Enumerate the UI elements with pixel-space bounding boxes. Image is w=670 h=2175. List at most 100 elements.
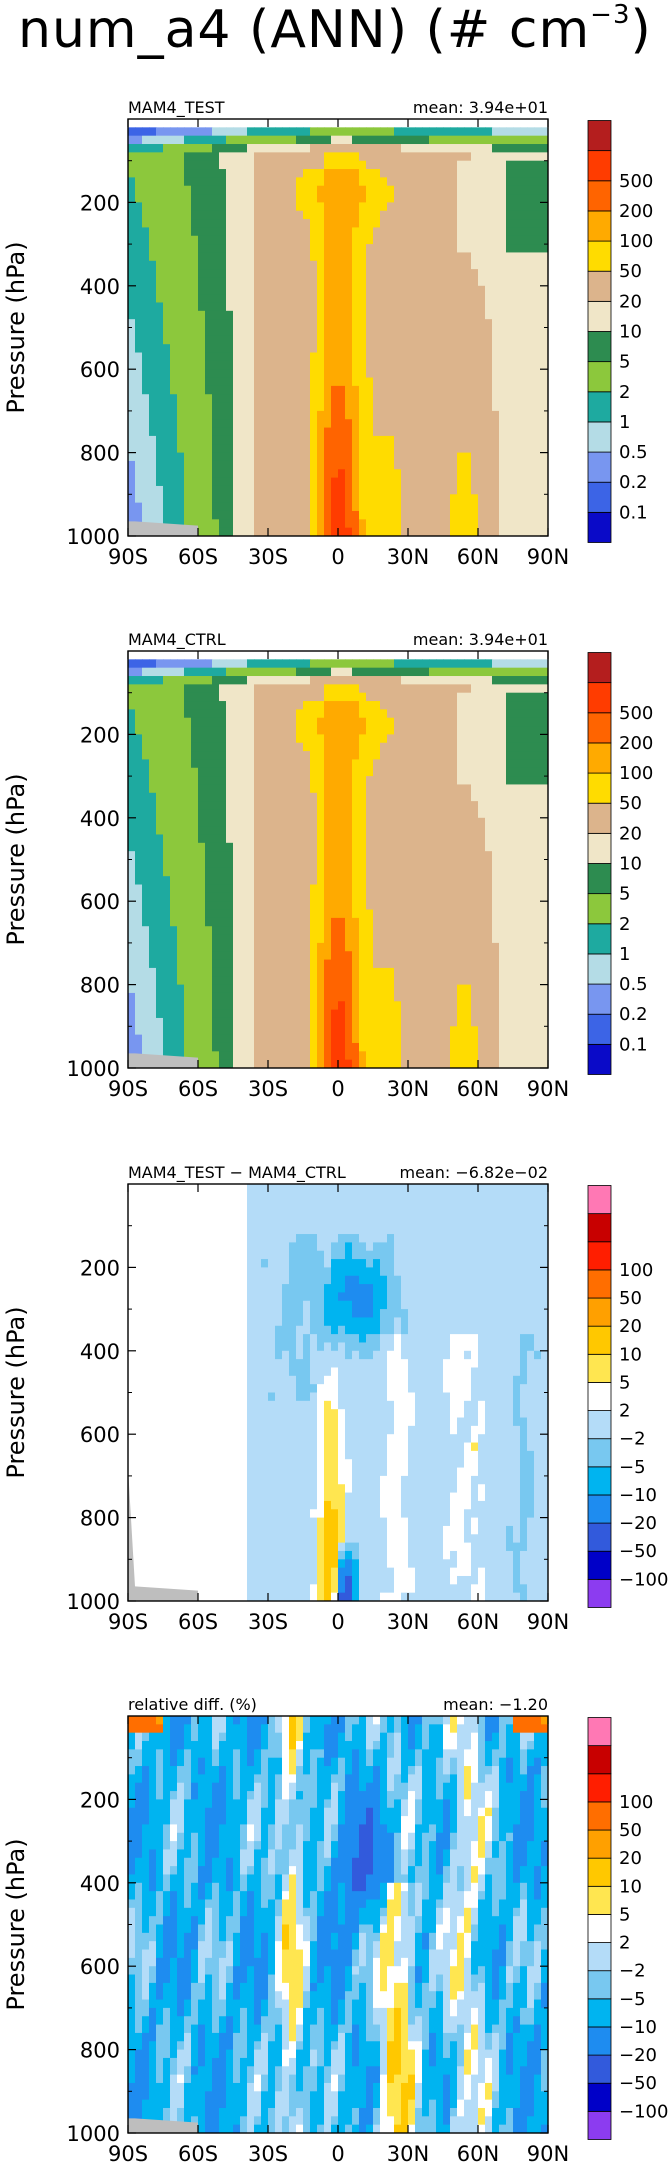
- field-cell: [527, 469, 535, 479]
- field-cell: [366, 976, 374, 986]
- field-cell: [247, 876, 255, 886]
- field-cell: [282, 302, 290, 312]
- field-cell: [373, 892, 381, 902]
- field-cell: [275, 1042, 283, 1052]
- field-cell: [149, 410, 157, 420]
- field-cell: [310, 494, 318, 504]
- field-cell: [415, 385, 423, 395]
- field-cell: [205, 659, 213, 669]
- field-cell: [331, 1026, 339, 1036]
- field-cell: [492, 285, 500, 295]
- field-cell: [345, 851, 353, 861]
- field-cell: [366, 235, 374, 245]
- field-cell: [254, 227, 262, 237]
- field-cell: [170, 734, 178, 744]
- field-cell: [170, 776, 178, 786]
- field-cell: [366, 951, 374, 961]
- field-cell: [331, 202, 339, 212]
- field-cell: [261, 402, 269, 412]
- field-cell: [366, 244, 374, 254]
- field-cell: [429, 169, 437, 178]
- field-cell: [387, 352, 395, 362]
- field-cell: [226, 460, 234, 470]
- field-cell: [170, 951, 178, 961]
- field-cell: [282, 1034, 290, 1044]
- field-cell: [198, 867, 206, 877]
- field-cell: [275, 984, 283, 994]
- field-cell: [128, 194, 136, 203]
- field-cell: [317, 926, 325, 936]
- field-cell: [170, 419, 178, 429]
- field-cell: [415, 269, 423, 279]
- field-cell: [128, 926, 136, 936]
- field-cell: [324, 684, 332, 694]
- field-cell: [338, 369, 346, 379]
- field-cell: [240, 452, 248, 462]
- field-cell: [338, 876, 346, 886]
- field-cell: [373, 477, 381, 487]
- field-cell: [317, 776, 325, 786]
- field-cell: [317, 892, 325, 902]
- field-cell: [345, 352, 353, 362]
- field-cell: [401, 344, 409, 354]
- field-cell: [345, 734, 353, 744]
- field-cell: [527, 219, 535, 229]
- field-cell: [128, 344, 136, 354]
- field-cell: [422, 127, 430, 137]
- field-cell: [436, 477, 444, 487]
- field-cell: [233, 892, 241, 902]
- field-cell: [436, 152, 444, 162]
- field-cell: [247, 385, 255, 395]
- field-cell: [401, 867, 409, 877]
- field-cell: [527, 527, 535, 536]
- field-cell: [226, 751, 234, 761]
- field-cell: [310, 194, 318, 203]
- field-cell: [352, 227, 360, 237]
- field-cell: [282, 360, 290, 370]
- field-cell: [289, 767, 297, 777]
- field-cell: [366, 135, 374, 145]
- field-cell: [401, 227, 409, 237]
- field-cell: [331, 676, 339, 685]
- field-cell: [352, 460, 360, 470]
- field-cell: [373, 402, 381, 412]
- field-cell: [128, 269, 136, 279]
- field-cell: [436, 244, 444, 254]
- field-cell: [457, 244, 465, 254]
- field-cell: [443, 360, 451, 370]
- field-cell: [401, 784, 409, 794]
- field-cell: [387, 842, 395, 852]
- field-cell: [324, 369, 332, 379]
- field-cell: [401, 377, 409, 387]
- field-cell: [191, 751, 199, 761]
- field-cell: [408, 494, 416, 504]
- field-cell: [499, 277, 507, 287]
- field-cell: [310, 859, 318, 869]
- field-cell: [170, 319, 178, 329]
- field-cell: [506, 219, 514, 229]
- field-cell: [303, 319, 311, 329]
- field-cell: [240, 194, 248, 203]
- field-cell: [219, 335, 227, 345]
- field-cell: [373, 934, 381, 944]
- field-cell: [380, 360, 388, 370]
- field-cell: [135, 427, 143, 437]
- field-cell: [359, 435, 367, 445]
- field-cell: [268, 277, 276, 287]
- field-cell: [128, 319, 136, 329]
- field-cell: [303, 809, 311, 819]
- field-cell: [345, 160, 353, 170]
- field-cell: [303, 185, 311, 195]
- field-cell: [289, 502, 297, 512]
- field-cell: [513, 144, 521, 153]
- field-cell: [191, 427, 199, 437]
- field-cell: [254, 1042, 262, 1052]
- field-cell: [163, 219, 171, 229]
- field-cell: [163, 692, 171, 702]
- field-cell: [352, 842, 360, 852]
- field-cell: [394, 742, 402, 752]
- field-cell: [471, 277, 479, 287]
- field-cell: [142, 502, 150, 512]
- y-tick-label: 1000: [67, 525, 120, 549]
- field-cell: [359, 834, 367, 844]
